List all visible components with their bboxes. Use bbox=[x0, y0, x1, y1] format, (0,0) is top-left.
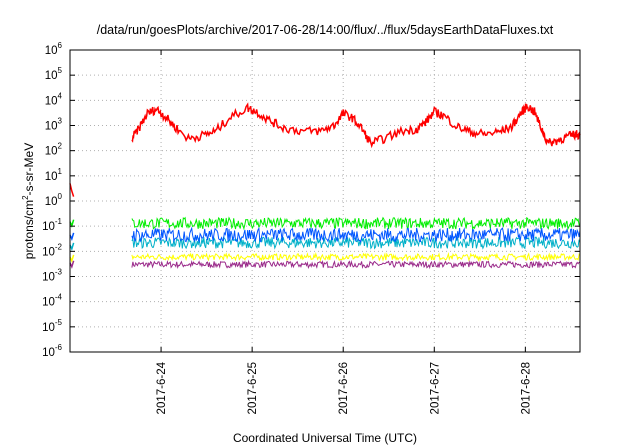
x-tick-label: 2017-6-28 bbox=[520, 362, 532, 414]
series-line bbox=[131, 235, 581, 250]
y-tick-base: 10 bbox=[45, 146, 58, 158]
y-tick-base: 10 bbox=[45, 45, 58, 57]
y-tick-label: 106 bbox=[45, 41, 63, 57]
y-tick-label: 102 bbox=[45, 142, 63, 158]
y-tick-exponent: -3 bbox=[55, 268, 63, 277]
y-tick-exponent: 6 bbox=[58, 41, 63, 50]
series-line bbox=[131, 216, 581, 231]
y-tick-base: 10 bbox=[42, 322, 55, 334]
x-axis-label: Coordinated Universal Time (UTC) bbox=[233, 431, 417, 445]
y-tick-label: 10-5 bbox=[42, 318, 62, 334]
series-line-pre-gap bbox=[69, 183, 75, 197]
y-tick-label: 101 bbox=[45, 167, 63, 183]
series-line bbox=[131, 259, 581, 270]
series-line bbox=[131, 226, 581, 244]
y-tick-exponent: -2 bbox=[55, 242, 63, 251]
y-tick-exponent: 2 bbox=[58, 142, 63, 151]
y-tick-exponent: -5 bbox=[55, 318, 63, 327]
y-tick-label: 103 bbox=[45, 117, 63, 133]
y-tick-base: 10 bbox=[42, 246, 55, 258]
y-tick-exponent: 1 bbox=[58, 167, 63, 176]
y-tick-exponent: -6 bbox=[55, 343, 63, 352]
y-tick-label: 100 bbox=[45, 192, 63, 208]
series-line-pre-gap bbox=[69, 219, 75, 228]
y-tick-label: 10-3 bbox=[42, 268, 62, 284]
grid-lines bbox=[70, 50, 580, 352]
y-tick-exponent: 3 bbox=[58, 117, 63, 126]
x-tick-label: 2017-6-27 bbox=[429, 362, 441, 414]
series-line-pre-gap bbox=[69, 232, 75, 242]
series-line-pre-gap bbox=[69, 254, 75, 264]
y-tick-label: 105 bbox=[45, 66, 63, 82]
data-series bbox=[69, 102, 581, 270]
y-axis-label-rest: -s-sr-MeV bbox=[22, 143, 36, 196]
y-tick-label: 10-4 bbox=[42, 293, 62, 309]
y-tick-base: 10 bbox=[45, 171, 58, 183]
y-axis-label: protons/cm2-s-sr-MeV bbox=[21, 143, 36, 259]
series-line bbox=[131, 251, 581, 262]
y-tick-exponent: -1 bbox=[55, 217, 63, 226]
x-axis-ticks: 2017-6-24 2017-6-25 2017-6-26 2017-6-27 2017… bbox=[156, 50, 532, 414]
y-tick-base: 10 bbox=[45, 70, 58, 82]
y-tick-exponent: 5 bbox=[58, 66, 63, 75]
y-tick-exponent: 0 bbox=[58, 192, 63, 201]
series-line-pre-gap bbox=[69, 260, 75, 269]
x-tick-label: 2017-6-25 bbox=[247, 362, 259, 414]
y-tick-base: 10 bbox=[45, 196, 58, 208]
y-axis-label-exponent: 2 bbox=[21, 195, 30, 200]
y-tick-label: 10-2 bbox=[42, 242, 62, 258]
series-line-pre-gap bbox=[69, 242, 75, 252]
y-axis-ticks: 10-610-510-410-310-210-11001011021031041… bbox=[42, 41, 580, 359]
series-line bbox=[131, 102, 581, 149]
y-tick-exponent: 4 bbox=[58, 91, 63, 100]
y-tick-base: 10 bbox=[42, 297, 55, 309]
x-tick-label: 2017-6-26 bbox=[338, 362, 350, 414]
y-tick-base: 10 bbox=[42, 221, 55, 233]
y-tick-base: 10 bbox=[42, 347, 55, 359]
y-tick-base: 10 bbox=[42, 272, 55, 284]
y-tick-label: 10-1 bbox=[42, 217, 62, 233]
chart-title: /data/run/goesPlots/archive/2017-06-28/1… bbox=[97, 23, 554, 37]
y-tick-label: 104 bbox=[45, 91, 63, 107]
y-tick-base: 10 bbox=[45, 121, 58, 133]
y-tick-base: 10 bbox=[45, 95, 58, 107]
x-tick-label: 2017-6-24 bbox=[156, 361, 168, 414]
y-tick-label: 10-6 bbox=[42, 343, 62, 359]
y-axis-label-unit: protons/cm bbox=[22, 200, 36, 259]
y-tick-exponent: -4 bbox=[55, 293, 63, 302]
